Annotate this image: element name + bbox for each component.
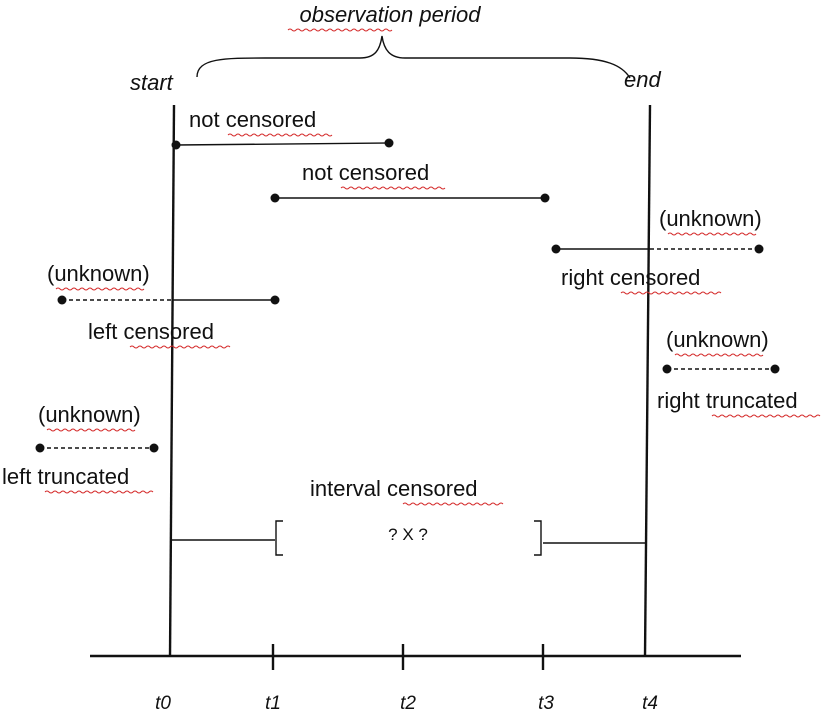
row-3-spellcheck-underline <box>620 291 722 295</box>
row-label-right-censored: right censored <box>561 265 700 290</box>
end-label: end <box>624 67 661 92</box>
unknown-note-right-truncated: (unknown) <box>666 327 769 352</box>
row-1-spellcheck-underline <box>227 133 333 137</box>
interval-left-bracket <box>275 520 283 556</box>
interval-not-censored-1 <box>175 142 390 146</box>
unknown-note-left-truncated: (unknown) <box>38 402 141 427</box>
event-point <box>149 443 159 453</box>
unknown-spellcheck-underline <box>674 353 764 357</box>
tick-label-t2: t2 <box>400 693 416 714</box>
event-point <box>770 364 780 374</box>
tick-label-t0: t0 <box>155 693 171 714</box>
unknown-spellcheck-underline <box>667 232 757 236</box>
row-6-spellcheck-underline <box>44 490 154 494</box>
tick-label-t1: t1 <box>265 693 281 714</box>
row-5-spellcheck-underline <box>711 414 821 418</box>
row-label-not-censored-1: not censored <box>189 107 316 132</box>
event-point <box>551 244 561 254</box>
interval-right-bracket <box>534 520 542 556</box>
event-point <box>384 138 394 148</box>
row-4-spellcheck-underline <box>129 345 231 349</box>
observation-period-title: observation period <box>299 2 481 27</box>
row-2-spellcheck-underline <box>340 186 446 190</box>
row-label-not-censored-2: not censored <box>302 160 429 185</box>
event-point <box>754 244 764 254</box>
row-label-interval-censored: interval censored <box>310 476 478 501</box>
tick-label-t4: t4 <box>642 693 658 714</box>
start-label: start <box>130 70 174 95</box>
event-point <box>57 295 67 305</box>
end-boundary-line <box>643 104 652 658</box>
event-point <box>35 443 45 453</box>
row-7-spellcheck-underline <box>402 502 504 506</box>
event-point <box>662 364 672 374</box>
start-boundary-line <box>168 104 176 658</box>
row-label-left-censored: left censored <box>88 319 214 344</box>
row-label-right-truncated: right truncated <box>657 388 798 413</box>
event-point <box>270 295 280 305</box>
event-point <box>270 193 280 203</box>
unknown-note-left-censored: (unknown) <box>47 261 150 286</box>
unknown-spellcheck-underline <box>55 287 145 291</box>
event-point <box>171 140 181 150</box>
tick-label-t3: t3 <box>538 693 554 714</box>
row-label-left-truncated: left truncated <box>2 464 129 489</box>
event-point <box>540 193 550 203</box>
title-spellcheck-underline <box>287 28 393 32</box>
unknown-note-right-censored: (unknown) <box>659 206 762 231</box>
unknown-spellcheck-underline <box>46 428 136 432</box>
unknown-event-marker: ? X ? <box>388 525 428 544</box>
observation-period-brace <box>196 35 631 79</box>
